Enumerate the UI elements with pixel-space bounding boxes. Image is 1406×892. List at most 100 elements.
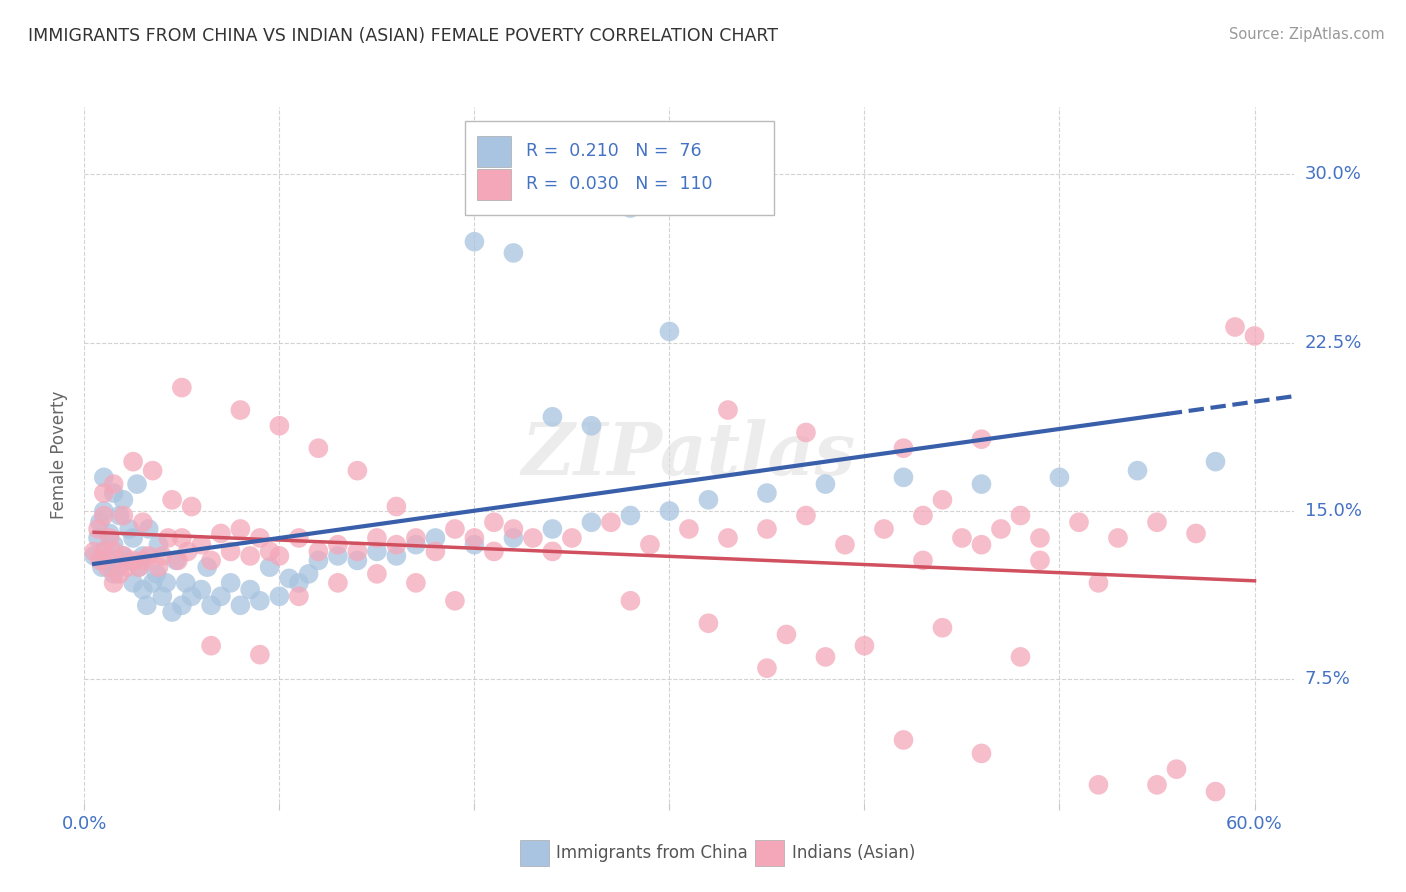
Point [326,575,349,590]
Point [87,531,110,545]
Y-axis label: Female Poverty: Female Poverty [51,391,69,519]
Point [366,531,388,545]
Point [1146,515,1168,529]
Point [89,515,111,529]
Point [93,508,115,523]
Point [288,590,311,604]
Point [893,441,915,455]
Point [249,594,271,608]
Point [444,522,467,536]
Point [89,553,111,567]
Text: Indians (Asian): Indians (Asian) [792,844,915,862]
Point [93,504,115,518]
Point [132,582,155,597]
Point [98,526,121,541]
Point [132,515,155,529]
Point [638,538,661,552]
Point [755,661,778,675]
Point [463,538,485,552]
Point [541,544,564,558]
Point [195,560,218,574]
Point [118,522,141,536]
Point [1010,649,1032,664]
Point [893,733,915,747]
Point [148,560,170,574]
Point [142,575,165,590]
Point [229,403,252,417]
Point [1205,784,1227,798]
Point [90,560,112,574]
Point [103,477,125,491]
Point [950,531,973,545]
Point [561,531,583,545]
Point [502,246,524,260]
Point [463,235,485,249]
Point [1029,553,1052,567]
Point [148,538,170,552]
Point [83,544,105,558]
Point [83,549,105,563]
Point [522,531,544,545]
Point [103,538,125,552]
Point [385,538,408,552]
Point [307,441,329,455]
Point [755,522,778,536]
Point [482,544,505,558]
Point [307,553,329,567]
Point [177,544,200,558]
Point [138,549,160,563]
Point [103,566,125,581]
Point [128,560,150,574]
Point [794,425,817,440]
Point [717,531,740,545]
Point [1029,531,1052,545]
Point [219,544,242,558]
Point [366,544,388,558]
Point [658,325,681,339]
Point [180,500,202,514]
Point [160,605,183,619]
Point [249,531,271,545]
Point [755,486,778,500]
Point [405,575,427,590]
Point [288,575,311,590]
Point [697,616,720,631]
Point [145,566,167,581]
Point [619,201,641,215]
Point [209,526,232,541]
Point [814,477,837,491]
Point [132,553,155,567]
Point [346,544,368,558]
Point [122,575,145,590]
Point [346,464,368,478]
Point [1010,508,1032,523]
Point [112,549,135,563]
FancyBboxPatch shape [478,169,512,200]
Point [502,531,524,545]
Point [911,553,934,567]
Point [200,553,222,567]
Point [135,599,157,613]
Point [873,522,896,536]
Point [794,508,817,523]
Point [108,508,131,523]
Text: 15.0%: 15.0% [1305,502,1361,520]
Point [775,627,797,641]
Point [239,549,262,563]
Point [150,590,173,604]
Point [893,470,915,484]
Text: Immigrants from China: Immigrants from China [555,844,748,862]
Point [1166,762,1188,776]
Point [834,538,856,552]
Point [87,522,110,536]
Point [142,464,165,478]
FancyBboxPatch shape [520,839,548,866]
Point [970,538,993,552]
Point [107,560,129,574]
Point [278,571,301,585]
Point [122,455,145,469]
Point [619,508,641,523]
Point [108,566,131,581]
Point [1087,778,1109,792]
Point [1205,455,1227,469]
